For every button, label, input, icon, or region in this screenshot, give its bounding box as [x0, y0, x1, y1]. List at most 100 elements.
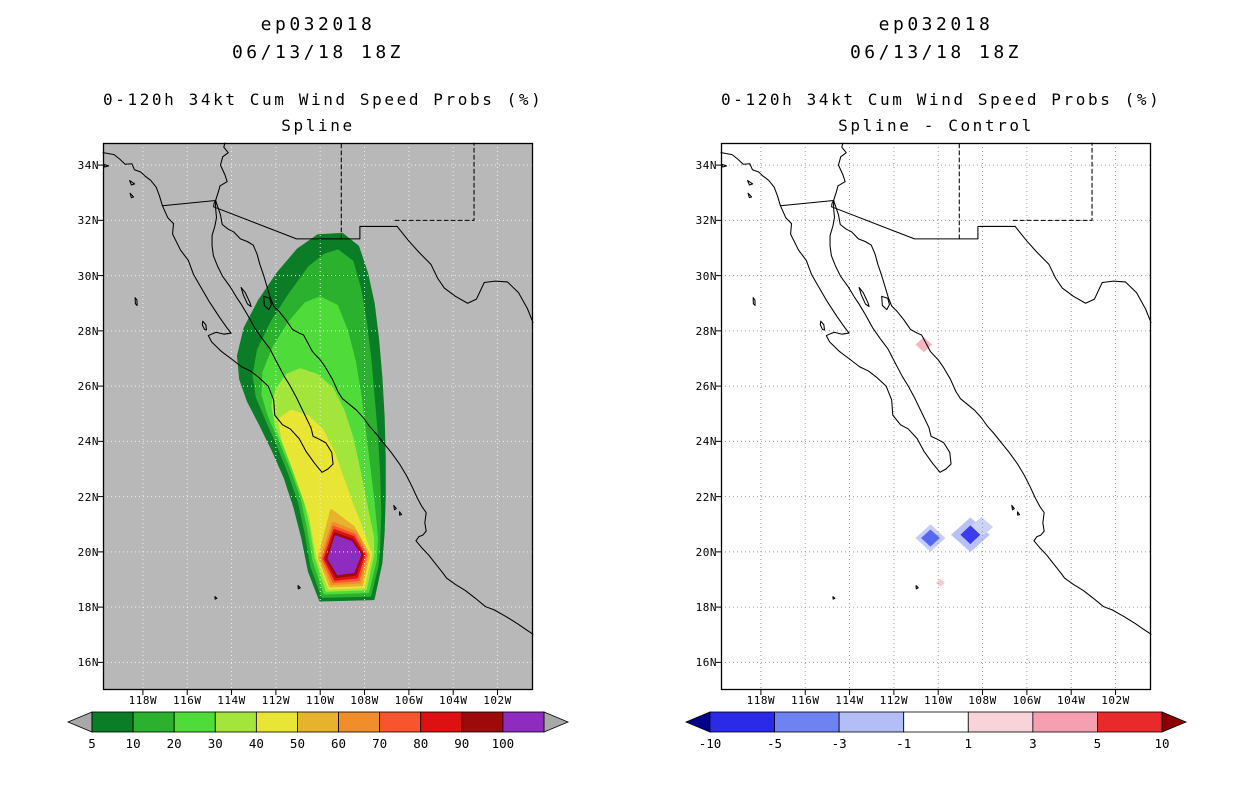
method-subheading: Spline — [281, 116, 355, 135]
anomaly-diamond — [960, 525, 981, 545]
colorbar-segment — [255, 711, 298, 733]
lon-tick-label: 112W — [879, 694, 909, 707]
lon-tick-label: 116W — [172, 694, 202, 707]
lat-tick-label: 26N — [77, 380, 99, 394]
colorbar-left-arrow — [66, 711, 93, 733]
lon-tick-label: 106W — [1012, 694, 1042, 707]
lat-tick-label: 24N — [77, 435, 99, 449]
colorbar-label: 20 — [167, 736, 182, 751]
colorbar-segment — [379, 711, 422, 733]
difference-colorbar: -10 -5 -3 -1 1 3 5 10 — [684, 711, 1188, 751]
anomaly-diamond — [936, 578, 945, 587]
colorbar-segment — [502, 711, 545, 733]
lat-tick-label: 22N — [695, 490, 717, 504]
lon-tick-label: 106W — [394, 694, 424, 707]
colorbar-segment — [1032, 711, 1098, 733]
lat-tick-label: 16N — [77, 656, 99, 670]
colorbar-label: 5 — [1094, 736, 1102, 751]
storm-id-title: ep032018 — [260, 14, 376, 35]
init-time-title: 06/13/18 18Z — [849, 42, 1023, 63]
lon-tick-label: 116W — [790, 694, 820, 707]
colorbar-segment — [1097, 711, 1163, 733]
colorbar-label: 100 — [492, 736, 515, 751]
probability-panel: ep032018 06/13/18 18Z 0-120h 34kt Cum Wi… — [66, 14, 570, 751]
colorbar-label: 30 — [208, 736, 223, 751]
colorbar-segment — [214, 711, 257, 733]
lon-tick-label: 110W — [305, 694, 335, 707]
anomaly-halo — [969, 517, 994, 537]
contour-100pct — [329, 537, 360, 574]
lon-tick-label: 118W — [128, 694, 158, 707]
lon-tick-label: 110W — [923, 694, 953, 707]
anomaly-diamond — [921, 529, 940, 547]
lat-tick-label: 30N — [77, 269, 99, 283]
lon-tick-label: 112W — [261, 694, 291, 707]
lon-tick-label: 102W — [483, 694, 512, 707]
lon-tick-label: 114W — [835, 694, 864, 707]
lat-tick-label: 22N — [77, 490, 99, 504]
lat-tick-label: 28N — [77, 324, 99, 338]
colorbar-label: 1 — [965, 736, 973, 751]
colorbar-label: -10 — [699, 736, 722, 751]
colorbar-label: 40 — [249, 736, 264, 751]
colorbar-left-arrow — [684, 711, 711, 733]
lat-tick-label: 16N — [695, 656, 717, 670]
colorbar-right-arrow — [1161, 711, 1188, 733]
lat-tick-label: 20N — [695, 545, 717, 559]
init-time-title: 06/13/18 18Z — [231, 42, 405, 63]
lon-tick-label: 102W — [1101, 694, 1130, 707]
probability-colorbar: 5 10 20 30 40 50 60 70 80 90 100 — [66, 711, 570, 751]
colorbar-segment — [132, 711, 175, 733]
product-heading: 0-120h 34kt Cum Wind Speed Probs (%) — [721, 90, 1162, 109]
lon-tick-label: 108W — [350, 694, 379, 707]
colorbar-right-arrow — [543, 711, 570, 733]
probability-map — [98, 142, 534, 695]
anomaly-diamond — [915, 337, 933, 353]
colorbar-label: 70 — [372, 736, 387, 751]
lon-tick-label: 114W — [217, 694, 246, 707]
lat-tick-label: 20N — [77, 545, 99, 559]
colorbar-label: -3 — [832, 736, 847, 751]
colorbar-label: 80 — [413, 736, 428, 751]
axis-tick-marks — [716, 164, 1117, 695]
map-background — [721, 143, 1151, 690]
colorbar-segment — [838, 711, 905, 733]
lat-tick-label: 18N — [77, 601, 99, 615]
map-frame — [102, 142, 534, 691]
colorbar-segment — [338, 711, 381, 733]
colorbar-segment — [903, 711, 969, 733]
lat-tick-label: 34N — [695, 159, 717, 173]
lat-tick-label: 28N — [695, 324, 717, 338]
lat-tick-label: 30N — [695, 269, 717, 283]
colorbar-segment — [461, 711, 504, 733]
lon-tick-label: 118W — [746, 694, 776, 707]
colorbar-segment — [967, 711, 1034, 733]
axis-tick-marks — [98, 164, 499, 695]
probability-contours — [238, 234, 384, 600]
map-frame — [720, 142, 1152, 691]
colorbar-label: -5 — [767, 736, 782, 751]
storm-id-title: ep032018 — [878, 14, 994, 35]
colorbar-label: 90 — [454, 736, 469, 751]
difference-panel: ep032018 06/13/18 18Z 0-120h 34kt Cum Wi… — [618, 0, 1236, 800]
lon-tick-label: 108W — [968, 694, 997, 707]
colorbar-segment — [91, 711, 134, 733]
colorbar-label: -1 — [896, 736, 911, 751]
method-subheading: Spline - Control — [838, 116, 1034, 135]
colorbar-segment — [774, 711, 840, 733]
lat-tick-label: 32N — [695, 214, 717, 228]
colorbar-label: 60 — [331, 736, 346, 751]
lat-tick-label: 24N — [695, 435, 717, 449]
lat-tick-label: 26N — [695, 380, 717, 394]
difference-map — [716, 142, 1152, 695]
colorbar-label: 10 — [126, 736, 141, 751]
lat-tick-label: 34N — [77, 159, 99, 173]
colorbar-segment — [297, 711, 339, 733]
colorbar-label: 10 — [1154, 736, 1169, 751]
lon-tick-label: 104W — [438, 694, 468, 707]
colorbar-segment — [420, 711, 463, 733]
product-heading: 0-120h 34kt Cum Wind Speed Probs (%) — [103, 90, 544, 109]
colorbar-label: 5 — [88, 736, 96, 751]
lat-tick-label: 18N — [695, 601, 717, 615]
